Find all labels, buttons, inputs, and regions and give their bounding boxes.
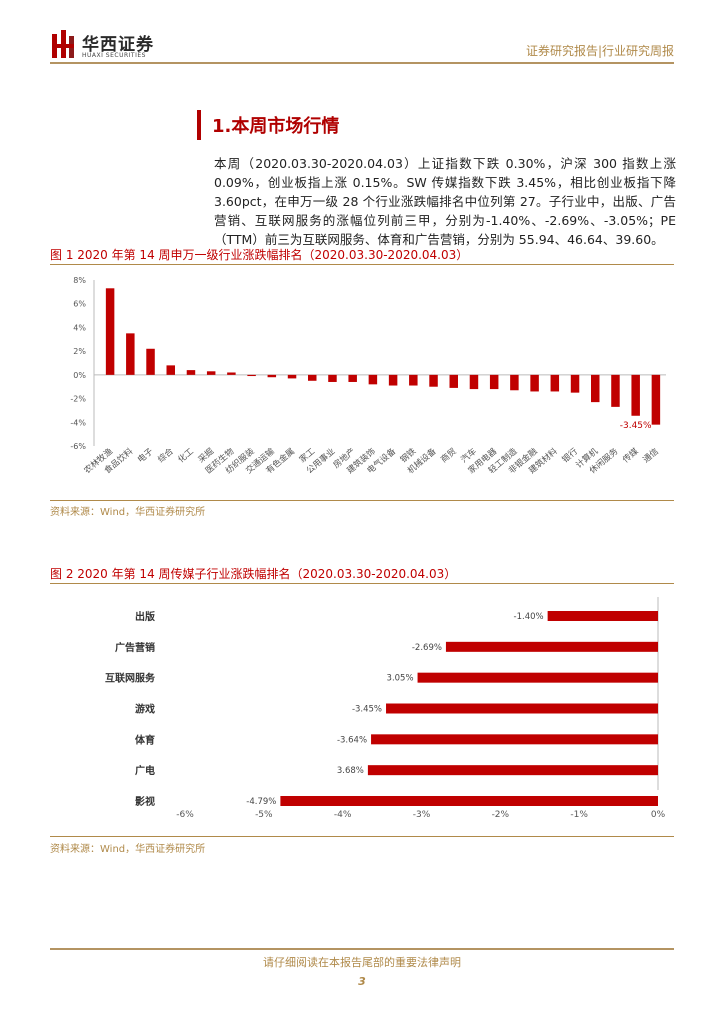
figure2-top-line [50,583,674,584]
bar [287,374,297,379]
brand-name-en: HUAXI SECURITIES [82,52,146,59]
bar [386,703,658,714]
figure1-source: 资料来源：Wind，华西证券研究所 [50,507,206,518]
bar [126,333,135,375]
bar [308,374,317,381]
figure2-bottom-line [50,836,674,837]
bar [328,374,337,382]
y-category-label: 影视 [135,795,155,808]
bar [530,374,539,392]
x-tick-label: -3% [413,810,431,820]
y-tick-label: 2% [73,347,86,356]
bar [469,374,479,390]
y-category-label: 互联网服务 [105,672,156,685]
bar [247,374,256,377]
x-tick-label: 商贸 [439,446,459,465]
y-tick-label: 6% [73,300,86,309]
figure2-source: 资料来源：Wind，华西证券研究所 [50,844,206,855]
bar [280,796,658,806]
x-tick-label: 传媒 [621,446,641,466]
bar [368,374,378,385]
bar [429,374,438,387]
bar [445,641,658,652]
bar [417,672,658,683]
data-label: -1.40% [514,612,544,622]
bar [367,765,658,776]
y-tick-label: 4% [73,323,86,332]
report-type-label: 证券研究报告|行业研究周报 [525,44,674,58]
footer-divider [50,948,674,950]
figure1-bottom-line [50,500,674,501]
bar [146,348,155,375]
y-tick-label: -4% [70,418,86,427]
bar [371,734,658,745]
y-category-label: 广告营销 [115,641,155,654]
brand-logo-icon [52,30,74,58]
section-title-bar [197,110,201,140]
bar [186,370,196,375]
data-label: -3.64% [337,735,367,745]
figure1-top-line [50,264,674,265]
bar [449,374,458,388]
bar [267,374,277,378]
data-label: 3.68% [337,766,364,776]
bar [227,372,236,375]
figure1-title: 图 1 2020 年第 14 周申万一级行业涨跌幅排名（2020.03.30-2… [50,248,469,262]
bar [631,374,640,416]
brand-name-cn: 华西证券 [82,35,154,55]
x-tick-label: -4% [334,810,352,820]
bar [409,374,418,386]
x-tick-label: 电子 [135,446,155,466]
bar [510,374,519,391]
figure2-chart: 出版 -1.40% 广告营销 -2.69% 互联网服务 3.05% 游戏 -3.45% 体育 -3… [105,597,666,820]
data-label: -2.69% [412,643,442,653]
bar [206,371,216,375]
data-label: -3.45% [620,421,652,431]
x-tick-label: -2% [492,810,510,820]
bar [611,374,620,407]
y-tick-label: 0% [73,371,86,380]
x-tick-label: 0% [651,810,666,820]
bar [105,288,115,375]
bar [166,365,175,375]
data-label: -3.45% [352,705,382,715]
y-category-label: 出版 [135,610,155,623]
bar [591,374,600,403]
data-label: 3.05% [387,674,414,684]
y-category-label: 体育 [135,733,155,746]
y-tick-label: -6% [70,442,86,451]
bar [348,374,357,382]
bar [489,374,499,390]
bar [550,374,560,392]
x-tick-label: -5% [255,810,273,820]
x-tick-label: -6% [176,810,194,820]
bar [547,611,658,621]
data-label: -4.79% [246,797,276,807]
y-category-label: 游戏 [135,703,155,716]
x-tick-label: -1% [570,810,588,820]
bar [388,374,398,386]
x-tick-label: 综合 [156,446,176,466]
x-tick-label: 化工 [176,446,196,466]
x-tick-label: 通信 [641,446,661,466]
y-tick-label: 8% [73,276,86,285]
y-category-label: 广电 [135,764,155,777]
legal-notice: 请仔细阅读在本报告尾部的重要法律声明 [263,956,461,969]
summary-paragraph: 本周（2020.03.30-2020.04.03）上证指数下跌 0.30%，沪深… [214,156,676,247]
y-tick-label: -2% [70,395,86,404]
header-divider [50,62,674,64]
page-number: 3 [358,975,366,988]
section-title: 1.本周市场行情 [212,116,340,137]
bar [651,374,661,425]
bar [570,374,580,393]
figure2-title: 图 2 2020 年第 14 周传媒子行业涨跌幅排名（2020.03.30-20… [50,567,457,581]
